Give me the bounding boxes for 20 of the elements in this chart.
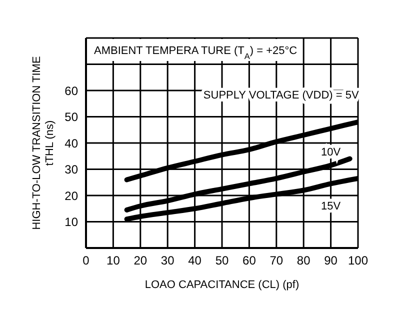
y-tick-label: 10 xyxy=(64,215,78,230)
x-tick-label: 60 xyxy=(242,254,256,268)
x-tick-label: 80 xyxy=(296,254,311,268)
y-tick-label: 40 xyxy=(64,136,78,150)
text: AMBIENT TEMPERA TURE (T$_{A}$) = +25°C xyxy=(94,45,298,60)
y-tick-label: 50 xyxy=(64,110,78,124)
y-tick-label: 20 xyxy=(64,188,78,203)
x-tick-label: 40 xyxy=(188,254,202,268)
x-axis-title: LOAO CAPACITANCE (CL) (pf) xyxy=(144,279,300,291)
x-tick-label: 0 xyxy=(82,254,90,268)
y-tick-label: 30 xyxy=(64,162,78,177)
y-axis-title: HIGH-TO-LOW TRANSITION TIME tTHL (ns) xyxy=(31,56,56,230)
x-tick-label: 70 xyxy=(270,254,284,268)
x-tick-label: 90 xyxy=(324,254,338,268)
y-tick-label: 60 xyxy=(64,84,78,98)
x-tick-label: 20 xyxy=(134,254,148,268)
x-tick-label: 100 xyxy=(348,254,368,268)
x-tick-label: 50 xyxy=(215,254,229,268)
x-tick-label: 10 xyxy=(106,254,120,268)
x-tick-label: 30 xyxy=(160,254,175,268)
